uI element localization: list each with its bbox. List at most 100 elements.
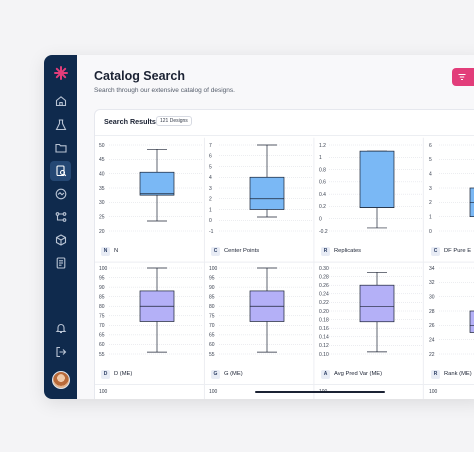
next-row-tick-label: 100 bbox=[429, 389, 438, 395]
y-tick-label: 95 bbox=[209, 275, 215, 281]
factor-type-badge: D bbox=[101, 369, 110, 379]
y-tick-label: 85 bbox=[209, 294, 215, 300]
y-tick-label: 90 bbox=[99, 285, 105, 291]
y-tick-label: 6 bbox=[209, 154, 212, 160]
y-tick-label: 40 bbox=[99, 171, 105, 177]
y-tick-label: 75 bbox=[99, 314, 105, 320]
card-label: R Replicates bbox=[321, 246, 361, 256]
design-card[interactable]: 7 6 5 4 3 2 1 0 -1 C Center Points bbox=[205, 141, 315, 264]
workflow-icon[interactable] bbox=[53, 209, 69, 225]
y-tick-label: 80 bbox=[209, 304, 215, 310]
y-tick-label: 0.12 bbox=[319, 343, 329, 349]
factor-type-badge: A bbox=[321, 369, 330, 379]
y-tick-label: 0 bbox=[429, 229, 432, 235]
y-tick-label: 1.2 bbox=[319, 143, 326, 149]
box-iqr bbox=[469, 310, 474, 333]
home-icon[interactable] bbox=[53, 93, 69, 109]
factor-type-badge: G bbox=[211, 369, 220, 379]
y-tick-label: 4 bbox=[209, 175, 212, 181]
card-label: A Avg Pred Var (ME) bbox=[321, 369, 382, 379]
folder-icon[interactable] bbox=[53, 140, 69, 156]
box-plot: 100 95 90 85 80 75 70 65 60 55 bbox=[99, 266, 203, 358]
y-tick-label: 34 bbox=[429, 266, 435, 272]
results-count-badge: 121 Designs bbox=[156, 116, 192, 126]
y-tick-label: 100 bbox=[99, 266, 108, 272]
y-tick-label: 0.10 bbox=[319, 352, 329, 358]
y-tick-label: 0 bbox=[319, 217, 322, 223]
y-tick-label: 0.22 bbox=[319, 300, 329, 306]
filter-icon bbox=[458, 74, 466, 80]
y-tick-label: 7 bbox=[209, 143, 212, 149]
card-title: Avg Pred Var (ME) bbox=[334, 371, 383, 377]
card-title: D (ME) bbox=[114, 371, 133, 377]
y-tick-label: 70 bbox=[209, 323, 215, 329]
design-card[interactable]: 1.2 1 0.8 0.6 0.4 0.2 0 -0.2 R Replicates bbox=[315, 141, 425, 264]
y-tick-label: 3 bbox=[429, 186, 432, 192]
box-plot: 50 45 40 35 30 25 20 bbox=[99, 143, 203, 235]
y-tick-label: 1 bbox=[429, 214, 432, 220]
y-tick-label: 0.30 bbox=[319, 266, 329, 272]
y-tick-label: -1 bbox=[209, 229, 214, 235]
logout-icon[interactable] bbox=[53, 344, 69, 360]
design-card[interactable]: 0.30 0.28 0.26 0.24 0.22 0.20 0.18 0.16 0.14 0.12… bbox=[315, 264, 425, 387]
page-subtitle: Search through our extensive catalog of … bbox=[94, 87, 235, 94]
notebook-icon[interactable] bbox=[53, 255, 69, 271]
horizontal-scrollbar[interactable] bbox=[255, 391, 385, 393]
box-iqr bbox=[249, 176, 285, 210]
y-tick-label: 65 bbox=[99, 333, 105, 339]
y-tick-label: 0.18 bbox=[319, 317, 329, 323]
y-tick-label: 26 bbox=[429, 323, 435, 329]
y-tick-label: 5 bbox=[209, 164, 212, 170]
card-label: D D (ME) bbox=[101, 369, 132, 379]
y-tick-label: 65 bbox=[209, 333, 215, 339]
box-plot: 6 5 4 3 2 1 0 bbox=[429, 143, 474, 235]
design-card[interactable]: 6 5 4 3 2 1 0 C DF Pure E bbox=[425, 141, 474, 264]
card-label: C Center Points bbox=[211, 246, 259, 256]
analytics-icon[interactable] bbox=[53, 186, 69, 202]
results-title: Search Results bbox=[104, 117, 156, 126]
y-tick-label: 60 bbox=[99, 342, 105, 348]
brand-logo bbox=[54, 66, 68, 80]
page-title: Catalog Search bbox=[94, 69, 186, 83]
y-tick-label: 95 bbox=[99, 275, 105, 281]
search-results-panel: Search Results 121 Designs 50 45 40 35 30 25 2… bbox=[94, 109, 474, 399]
flask-icon[interactable] bbox=[53, 117, 69, 133]
card-title: G (ME) bbox=[224, 371, 243, 377]
y-tick-label: 80 bbox=[99, 304, 105, 310]
design-card[interactable]: 100 95 90 85 80 75 70 65 60 55 G G (ME) bbox=[205, 264, 315, 387]
catalog-search-icon[interactable] bbox=[53, 163, 69, 179]
design-card[interactable]: 50 45 40 35 30 25 20 N N bbox=[95, 141, 205, 264]
y-tick-label: 2 bbox=[429, 200, 432, 206]
card-label: C DF Pure E bbox=[431, 246, 471, 256]
next-row-tick-label: 100 bbox=[209, 389, 218, 395]
y-tick-label: 2 bbox=[209, 197, 212, 203]
design-card[interactable]: 100 95 90 85 80 75 70 65 60 55 D D (ME) bbox=[95, 264, 205, 387]
card-title: Rank (ME) bbox=[444, 371, 472, 377]
y-tick-label: 30 bbox=[99, 200, 105, 206]
y-tick-label: 100 bbox=[209, 266, 218, 272]
factor-type-badge: C bbox=[431, 246, 440, 256]
card-title: Replicates bbox=[334, 248, 362, 254]
cube-icon[interactable] bbox=[53, 232, 69, 248]
y-tick-label: 50 bbox=[99, 143, 105, 149]
avatar[interactable] bbox=[52, 371, 70, 389]
y-tick-label: 32 bbox=[429, 280, 435, 286]
notification-icon[interactable] bbox=[53, 320, 69, 336]
y-tick-label: 5 bbox=[429, 157, 432, 163]
card-title: DF Pure E bbox=[444, 248, 472, 254]
y-tick-label: 0.8 bbox=[319, 167, 326, 173]
y-tick-label: 60 bbox=[209, 342, 215, 348]
y-tick-label: 75 bbox=[209, 314, 215, 320]
main-content: Catalog Search Search through our extens… bbox=[77, 55, 474, 399]
y-tick-label: 70 bbox=[99, 323, 105, 329]
factor-type-badge: R bbox=[321, 246, 330, 256]
y-tick-label: 85 bbox=[99, 294, 105, 300]
filter-button[interactable] bbox=[452, 68, 474, 86]
design-card[interactable]: 34 32 30 28 26 24 22 R Rank (ME) bbox=[425, 264, 474, 387]
y-tick-label: 0.20 bbox=[319, 309, 329, 315]
y-tick-label: 55 bbox=[99, 352, 105, 358]
card-label: R Rank (ME) bbox=[431, 369, 472, 379]
y-tick-label: 28 bbox=[429, 309, 435, 315]
y-tick-label: 0.2 bbox=[319, 204, 326, 210]
y-tick-label: 0.16 bbox=[319, 326, 329, 332]
